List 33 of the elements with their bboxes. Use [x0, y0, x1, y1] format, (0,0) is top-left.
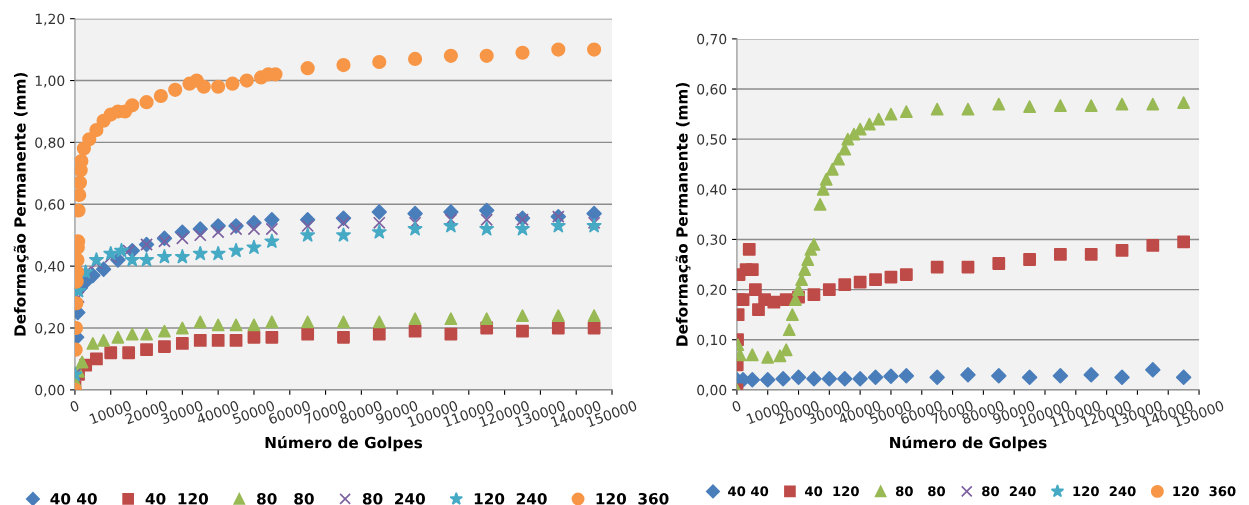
- y-tick-label: 0,40: [35, 261, 65, 274]
- x-tick-label: 0: [69, 400, 80, 413]
- legend-label: 40 120: [805, 486, 859, 497]
- legend-label: 80 240: [982, 486, 1036, 497]
- y-tick-label: 0,00: [35, 384, 65, 397]
- y-axis-title: Deformação Permanente (mm): [675, 83, 691, 346]
- y-tick-label: 0,60: [35, 199, 65, 212]
- y-tick-label: 0,30: [697, 234, 727, 247]
- y-tick-label: 0,20: [35, 322, 65, 335]
- y-tick-label: 0,50: [697, 134, 727, 147]
- y-tick-label: 0,70: [697, 33, 727, 46]
- y-tick-label: 1,00: [35, 75, 65, 88]
- y-tick-label: 0,60: [697, 83, 727, 96]
- legend-label: 120 240: [474, 492, 547, 505]
- legend-label: 40 40: [50, 492, 97, 505]
- x-axis-title: Número de Golpes: [265, 435, 423, 452]
- legend-label: 80 80: [257, 492, 314, 505]
- y-tick-label: 0,20: [697, 284, 727, 297]
- x-tick-label: 0: [731, 400, 742, 413]
- y-axis-title: Deformação Permanente (mm): [13, 72, 29, 336]
- y-tick-label: 0,80: [35, 137, 65, 150]
- legend-label: 120 360: [596, 492, 669, 505]
- x-axis-title: Número de Golpes: [890, 435, 1047, 452]
- legend-label: 120 240: [1073, 486, 1136, 497]
- legend-label: 80 80: [895, 486, 946, 497]
- legend-label: 40 40: [728, 486, 769, 497]
- y-tick-label: 0,10: [697, 334, 727, 347]
- y-tick-label: 0,40: [697, 184, 727, 197]
- y-tick-label: 1,20: [35, 13, 65, 26]
- legend-label: 120 360: [1173, 486, 1236, 497]
- y-tick-label: 0,00: [697, 384, 727, 397]
- legend-label: 40 120: [145, 492, 209, 505]
- legend-label: 80 240: [362, 492, 425, 505]
